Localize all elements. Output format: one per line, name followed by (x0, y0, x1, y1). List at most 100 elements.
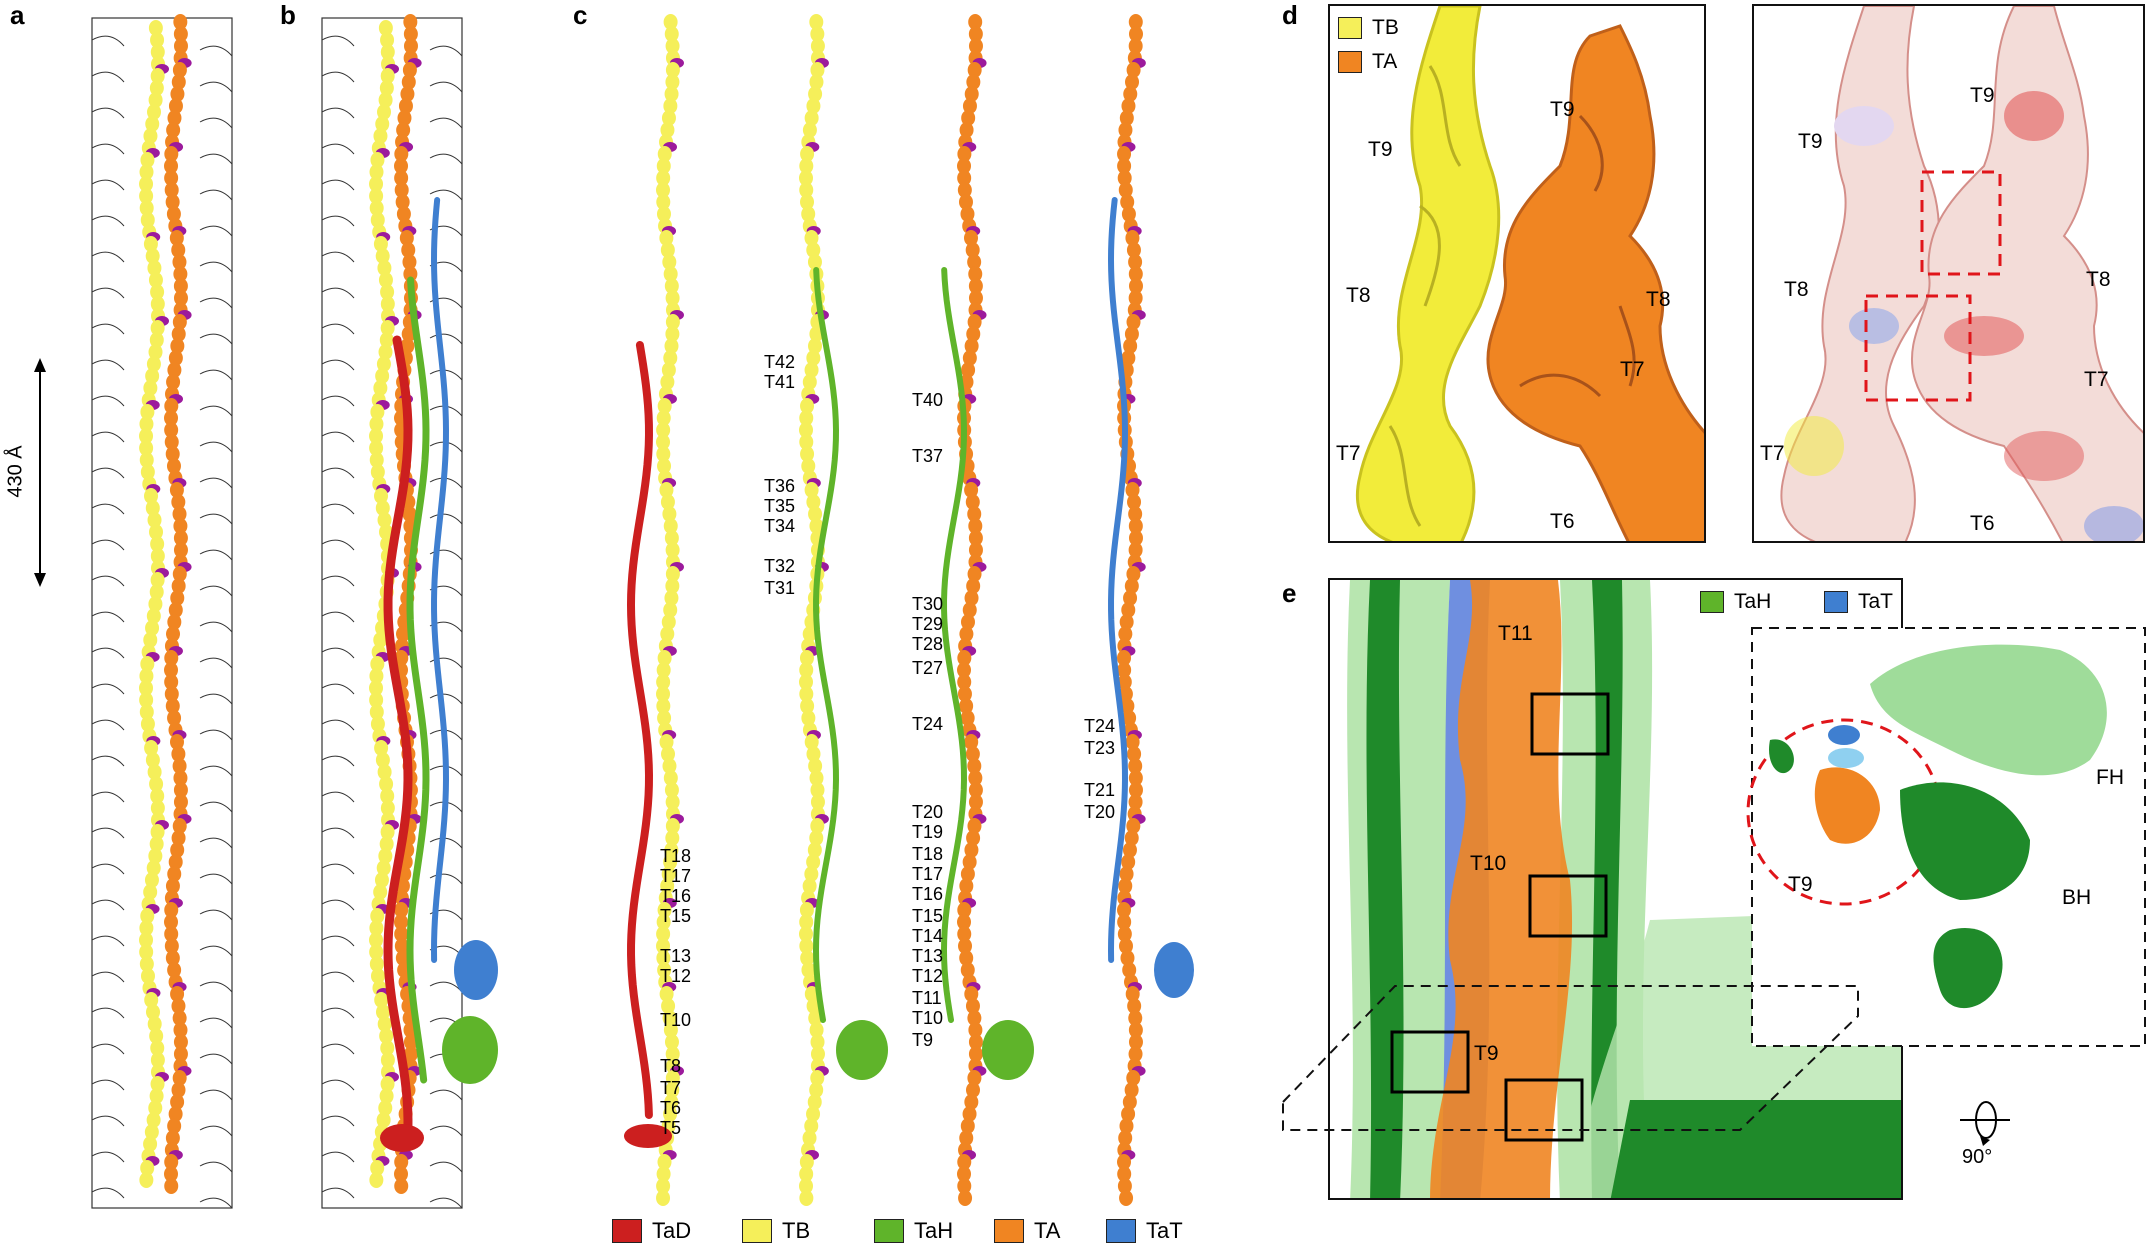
panel-c-strand2-tb-bead (808, 506, 823, 522)
panel-c-strand3-ta-bead (966, 578, 981, 594)
panel-c-strand3-ta-bead (962, 854, 977, 870)
panel-c-strand3-ta-bead (967, 758, 982, 774)
panel-a-tb-strand-bead (150, 572, 165, 588)
panel-c-strand4-ta-bead (1125, 230, 1140, 246)
panel-c-strand1-tb-bead (665, 794, 680, 810)
panel-a-tb-strand-bead (150, 1040, 165, 1056)
panel-a-tb-strand-bead (148, 92, 163, 108)
d-left-ta-t9: T9 (1550, 98, 1575, 121)
panel-b-tb-strand-bead (380, 1052, 395, 1068)
panel-b-tb-strand-bead (370, 908, 385, 924)
panel-a-ta-strand-bead (173, 26, 188, 42)
panel-b-tb-strand-bead (374, 740, 389, 756)
panel-c-strand1-tb-bead (657, 650, 672, 666)
panel-c-strand4-ta-bead (1128, 782, 1143, 798)
e-inset-fh: FH (2096, 766, 2124, 789)
panel-c-strand1-tb-bead (661, 362, 676, 378)
panel-c-strand3-ta-bead (968, 38, 983, 54)
panel-a-ta-strand-bead (164, 1154, 179, 1170)
panel-c-strand2-tb-bead (800, 950, 815, 966)
swatch-d-tb (1338, 17, 1362, 39)
panel-a-tb-strand-bead (150, 284, 165, 300)
panel-c-strand1-tb-bead (656, 446, 671, 462)
panel-a-ta-strand-bead (173, 542, 188, 558)
panel-a-tb-strand-bead (143, 380, 158, 396)
panel-b-tb-strand-bead (373, 884, 388, 900)
panel-c-strand4-ta-bead (1126, 242, 1141, 258)
swatch-ta (994, 1219, 1024, 1243)
panel-c-strand4-ta-bead (1121, 98, 1136, 114)
panel-b-ta-strand-bead (396, 122, 411, 138)
panel-c-strand4-ta-bead (1119, 614, 1134, 630)
panel-c-strand3-label-t10: T10 (912, 1008, 944, 1028)
panel-c-strand4-ta-bead (1126, 566, 1141, 582)
panel-b-ta-strand-bead (402, 254, 417, 270)
panel-c-strand4-ta-bead (1117, 158, 1132, 174)
panel-c-strand2-tb-bead (799, 650, 814, 666)
panel-a-tb-strand-bead (150, 1076, 165, 1092)
panel-c-strand1-label-t8: T8 (660, 1056, 682, 1076)
panel-b-tb-strand-bead (369, 188, 384, 204)
panel-c-strand1-tb-bead (656, 422, 671, 438)
panel-b-ta-strand-bead (394, 902, 409, 918)
panel-c-strand2-tb-bead (810, 818, 825, 834)
panel-c-strand3-ta-bead (966, 326, 981, 342)
panel-c-strand3-ta-bead (959, 122, 974, 138)
panel-c-strand2-tb-bead (809, 770, 824, 786)
panel-b-tb-strand-bead (378, 344, 393, 360)
panel-b-ta-strand-bead (403, 266, 418, 282)
panel-c-strand2-tb-bead (810, 62, 825, 78)
panel-c-strand4-ta-bead (1124, 1082, 1139, 1098)
panel-c-strand3-ta-bead (959, 950, 974, 966)
panel-a-tb-strand-bead (139, 200, 154, 216)
legend-label-ta: TA (1034, 1218, 1061, 1243)
panel-b-tb-strand-bead (369, 428, 384, 444)
panel-a-ta-strand-bead (164, 434, 179, 450)
panel-c-strand4-ta-bead (1122, 710, 1137, 726)
panel-c-strand3-ta-bead (967, 314, 982, 330)
panel-c-strand3-ta-bead (964, 842, 979, 858)
panel-c-strand2-tb-bead (809, 14, 824, 30)
panel-c-strand4-ta-bead (1126, 62, 1141, 78)
legend-label-tah: TaH (914, 1218, 954, 1243)
legend-item-tah: TaH (874, 1218, 953, 1244)
panel-a-ta-strand-bead (172, 566, 187, 582)
panel-a-tb-strand-bead (150, 536, 165, 552)
panel-b-tb-strand-bead (370, 716, 385, 732)
panel-c-strand1-tb-bead (663, 350, 678, 366)
panel-c-strand1-tb-bead (664, 26, 679, 42)
panel-c-strand1-tb-bead (656, 914, 671, 930)
panel-a-tb-strand-bead (143, 884, 158, 900)
panel-c-strand1-tb-bead (663, 602, 678, 618)
panel-c-strand3-ta-bead (957, 158, 972, 174)
panel-c-strand1-tb-bead (657, 398, 672, 414)
panel-b-tb-strand-bead (370, 152, 385, 168)
panel-c-strand3-ta-bead (961, 362, 976, 378)
panel-c-strand2-tb-bead (804, 1118, 819, 1134)
panel-b-tb-strand-bead (369, 704, 384, 720)
panel-b-tb-strand-bead (373, 632, 388, 648)
panel-c-strand1-label-t10: T10 (660, 1010, 692, 1030)
panel-b-tb-strand-bead (378, 848, 393, 864)
panel-b-subunit-outline (321, 539, 463, 561)
panel-c-strand3-ta-bead (968, 1022, 983, 1038)
panel-c-strand1-tb-bead (665, 566, 680, 582)
panel-c-strand1-label-t16: T16 (660, 886, 692, 906)
panel-a-tb-strand-bead (146, 860, 161, 876)
panel-c-strand1-tb-bead (665, 326, 680, 342)
panel-a-tb-strand-bead (150, 1052, 165, 1068)
panel-a-subunit-outline (91, 35, 233, 57)
panel-a-tb-strand-bead (140, 1160, 155, 1176)
panel-b-ta-strand-bead (394, 1166, 409, 1182)
panel-a-subunit-outline (91, 503, 233, 525)
panel-c-strand1-tb-bead (663, 1106, 678, 1122)
panel-c-strand4-ta-bead (1117, 1154, 1132, 1170)
panel-a-tb-strand-bead (139, 164, 154, 180)
panel-c-strand2-tb-bead (800, 698, 815, 714)
panel-a-subunit-outline (91, 395, 233, 417)
panel-c-strand1-tb-bead (657, 458, 672, 474)
panel-a-ta-strand-bead (166, 374, 181, 390)
panel-a-tb-strand-bead (150, 32, 165, 48)
d-right-t6: T6 (1970, 512, 1995, 535)
panel-c-strand2-tb-bead (806, 854, 821, 870)
